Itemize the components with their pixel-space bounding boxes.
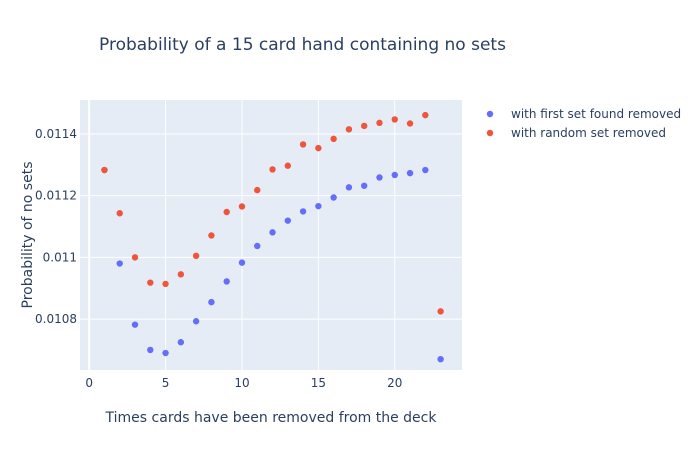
data-point-series-1[interactable] [299, 208, 307, 215]
x-tick-label: 20 [387, 376, 402, 390]
x-tick-label: 10 [234, 376, 249, 390]
chart-title: Probability of a 15 card hand containing… [99, 35, 506, 55]
data-points [101, 111, 444, 363]
legend[interactable]: with first set found removed with random … [486, 107, 681, 140]
data-point-series-2[interactable] [254, 186, 261, 194]
data-point-series-2[interactable] [177, 271, 185, 278]
x-tick-label: 0 [85, 376, 93, 390]
data-point-series-1[interactable] [284, 217, 292, 224]
data-point-series-2[interactable] [223, 208, 230, 216]
data-point-series-1[interactable] [116, 260, 123, 267]
data-point-series-2[interactable] [101, 166, 108, 174]
data-point-series-2[interactable] [238, 203, 246, 210]
y-tick-label: 0.0108 [35, 312, 77, 326]
data-point-series-2[interactable] [162, 280, 169, 288]
data-point-series-1[interactable] [376, 174, 383, 181]
legend-label: with random set removed [511, 126, 666, 140]
data-point-series-1[interactable] [223, 278, 230, 285]
x-axis-title: Times cards have been removed from the d… [105, 410, 438, 426]
data-point-series-2[interactable] [299, 141, 307, 148]
data-point-series-1[interactable] [162, 349, 169, 357]
data-point-series-2[interactable] [315, 144, 322, 152]
x-tick-label: 15 [311, 376, 326, 390]
data-point-series-1[interactable] [269, 229, 276, 236]
data-point-series-1[interactable] [208, 298, 215, 306]
data-point-series-1[interactable] [177, 339, 185, 346]
legend-item-1[interactable]: with first set found removed [486, 107, 681, 121]
data-point-series-1[interactable] [192, 318, 200, 325]
data-point-series-2[interactable] [361, 122, 368, 130]
legend-item-2[interactable]: with random set removed [486, 126, 666, 140]
data-point-series-1[interactable] [437, 356, 444, 363]
data-point-series-2[interactable] [147, 279, 154, 286]
data-point-series-2[interactable] [345, 126, 353, 133]
data-point-series-1[interactable] [238, 259, 246, 266]
data-point-series-2[interactable] [330, 135, 337, 143]
data-point-series-1[interactable] [345, 184, 353, 191]
data-point-series-2[interactable] [376, 119, 383, 127]
data-point-series-1[interactable] [391, 171, 398, 179]
data-point-series-2[interactable] [208, 232, 215, 239]
data-point-series-2[interactable] [269, 166, 276, 173]
x-tick-labels: 0 5 10 15 20 [85, 376, 402, 390]
y-tick-labels: 0.0108 0.011 0.0112 0.0114 [35, 127, 77, 326]
y-tick-label: 0.0112 [35, 189, 77, 203]
y-tick-label: 0.0114 [35, 127, 77, 141]
legend-label: with first set found removed [511, 107, 681, 121]
data-point-series-1[interactable] [422, 166, 429, 174]
data-point-series-1[interactable] [330, 194, 337, 201]
x-tick-label: 5 [162, 376, 170, 390]
y-tick-label: 0.011 [43, 250, 77, 264]
data-point-series-2[interactable] [406, 120, 414, 127]
data-point-series-1[interactable] [361, 182, 368, 189]
data-point-series-2[interactable] [192, 252, 200, 260]
data-point-series-1[interactable] [406, 169, 414, 177]
data-point-series-2[interactable] [131, 254, 139, 261]
data-point-series-1[interactable] [147, 346, 154, 354]
data-point-series-1[interactable] [254, 242, 261, 250]
legend-marker [486, 129, 494, 137]
data-point-series-1[interactable] [315, 202, 322, 210]
legend-marker [486, 110, 494, 118]
data-point-series-2[interactable] [437, 308, 444, 315]
data-point-series-2[interactable] [284, 162, 292, 169]
data-point-series-2[interactable] [391, 116, 398, 123]
data-point-series-1[interactable] [131, 321, 139, 328]
data-point-series-2[interactable] [116, 210, 123, 217]
y-axis-title: Probability of no sets [20, 162, 36, 309]
data-point-series-2[interactable] [422, 111, 429, 119]
